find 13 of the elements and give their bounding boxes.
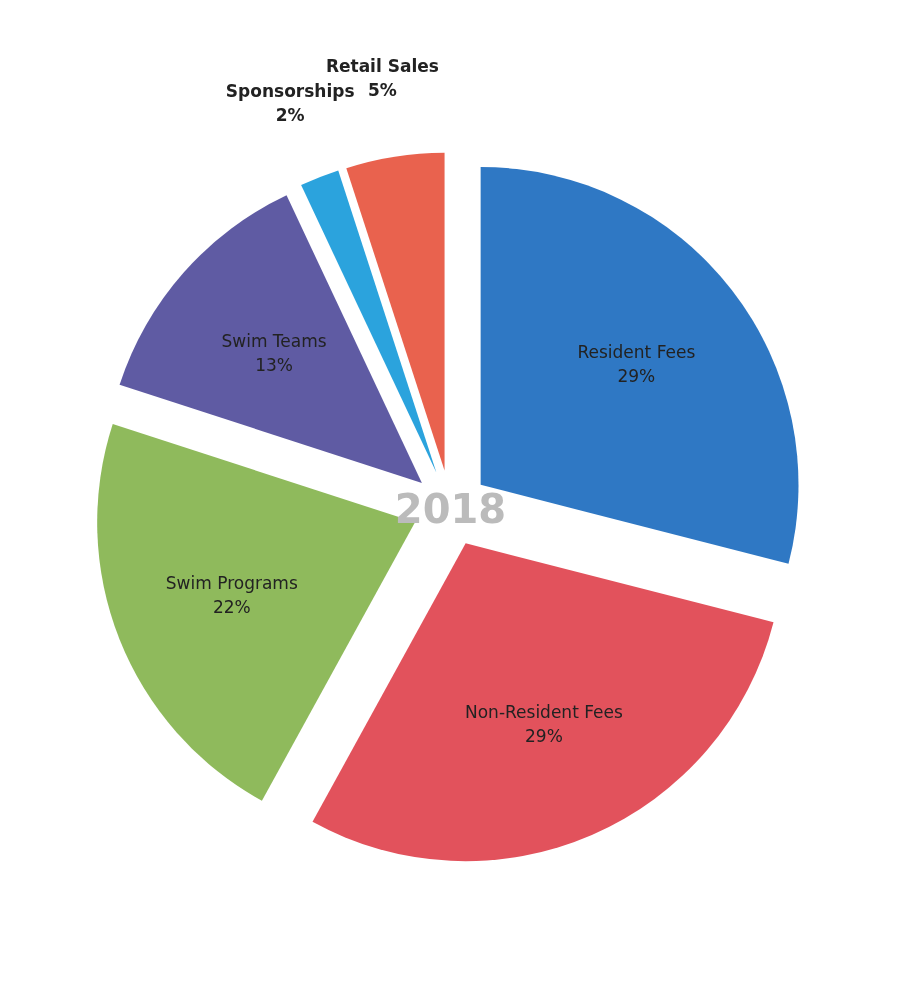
slice-label: Sponsorships [225,80,355,101]
slice-label: Non-Resident Fees [465,702,623,723]
data-label: 29% [617,365,656,386]
slice-label: Swim Teams [221,330,327,351]
data-label: 2% [275,104,305,125]
data-label: 13% [255,354,293,375]
slice-label: Swim Programs [165,572,298,593]
data-label: 22% [212,596,251,617]
text: 2018 [394,486,507,533]
slice-label: Resident Fees [577,341,696,362]
slice-label: Retail Sales [325,55,439,76]
data-label: 5% [367,79,397,100]
data-label: 29% [525,726,563,747]
